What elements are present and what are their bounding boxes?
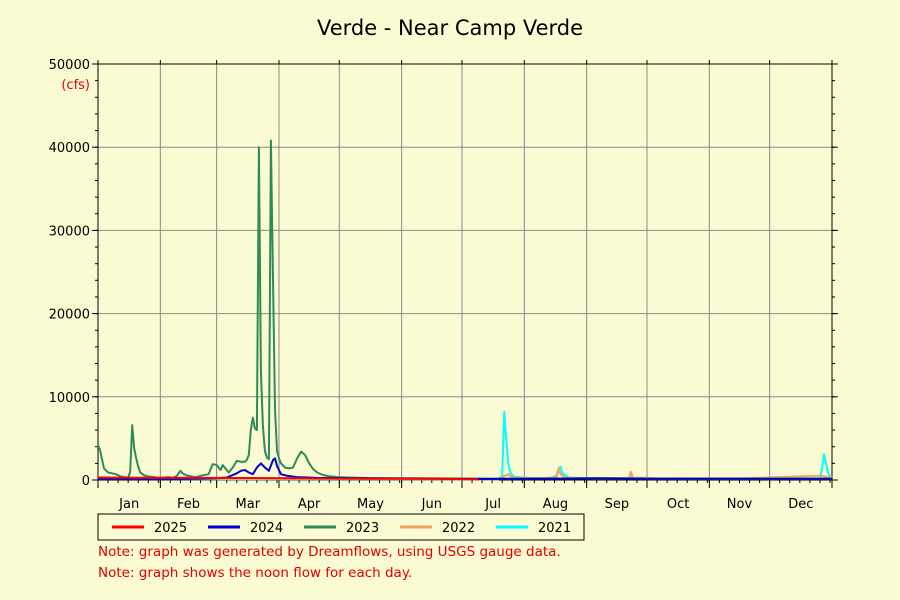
x-tick-label: Jun (421, 497, 442, 512)
legend-label-2024: 2024 (250, 521, 283, 536)
x-tick-label: Jul (484, 497, 501, 512)
chart-title: Verde - Near Camp Verde (317, 16, 583, 40)
legend-label-2025: 2025 (154, 521, 187, 536)
series-line-2021 (97, 410, 833, 481)
note-source: Note: graph was generated by Dreamflows,… (98, 544, 561, 560)
plot-area (98, 64, 832, 480)
y-tick-label: 50000 (49, 58, 90, 73)
x-tick-label: Oct (667, 497, 689, 512)
series-line-2025 (97, 476, 479, 481)
y-tick-label: 20000 (49, 308, 90, 323)
note-noon-flow: Note: graph shows the noon flow for each… (98, 565, 413, 581)
legend-label-2021: 2021 (538, 521, 571, 536)
x-tick-label: Dec (788, 497, 813, 512)
legend-label-2023: 2023 (346, 521, 379, 536)
x-tick-label: Nov (727, 497, 753, 512)
y-tick-label: 30000 (49, 224, 90, 239)
x-tick-label: Aug (543, 497, 568, 512)
x-tick-label: Sep (605, 497, 630, 512)
y-tick-label: 40000 (49, 141, 90, 156)
y-axis-unit-label: (cfs) (61, 78, 90, 93)
x-tick-label: May (357, 497, 384, 512)
legend-label-2022: 2022 (442, 521, 475, 536)
x-tick-label: Apr (298, 497, 321, 512)
y-tick-label: 10000 (49, 391, 90, 406)
axes: Jan Feb Mar Apr May Jun Jul Aug Sep Oct Nov Dec 0 100… (49, 58, 838, 512)
x-tick-label: Jan (118, 497, 139, 512)
series-lines (97, 139, 833, 481)
series-line-2024 (97, 457, 832, 481)
x-tick-label: Feb (177, 497, 200, 512)
x-tick-label: Mar (236, 497, 261, 512)
y-tick-label: 0 (82, 474, 90, 489)
plot-background (98, 64, 832, 480)
legend: 2025 2024 2023 2022 2021 (97, 513, 585, 541)
grid (98, 64, 832, 480)
